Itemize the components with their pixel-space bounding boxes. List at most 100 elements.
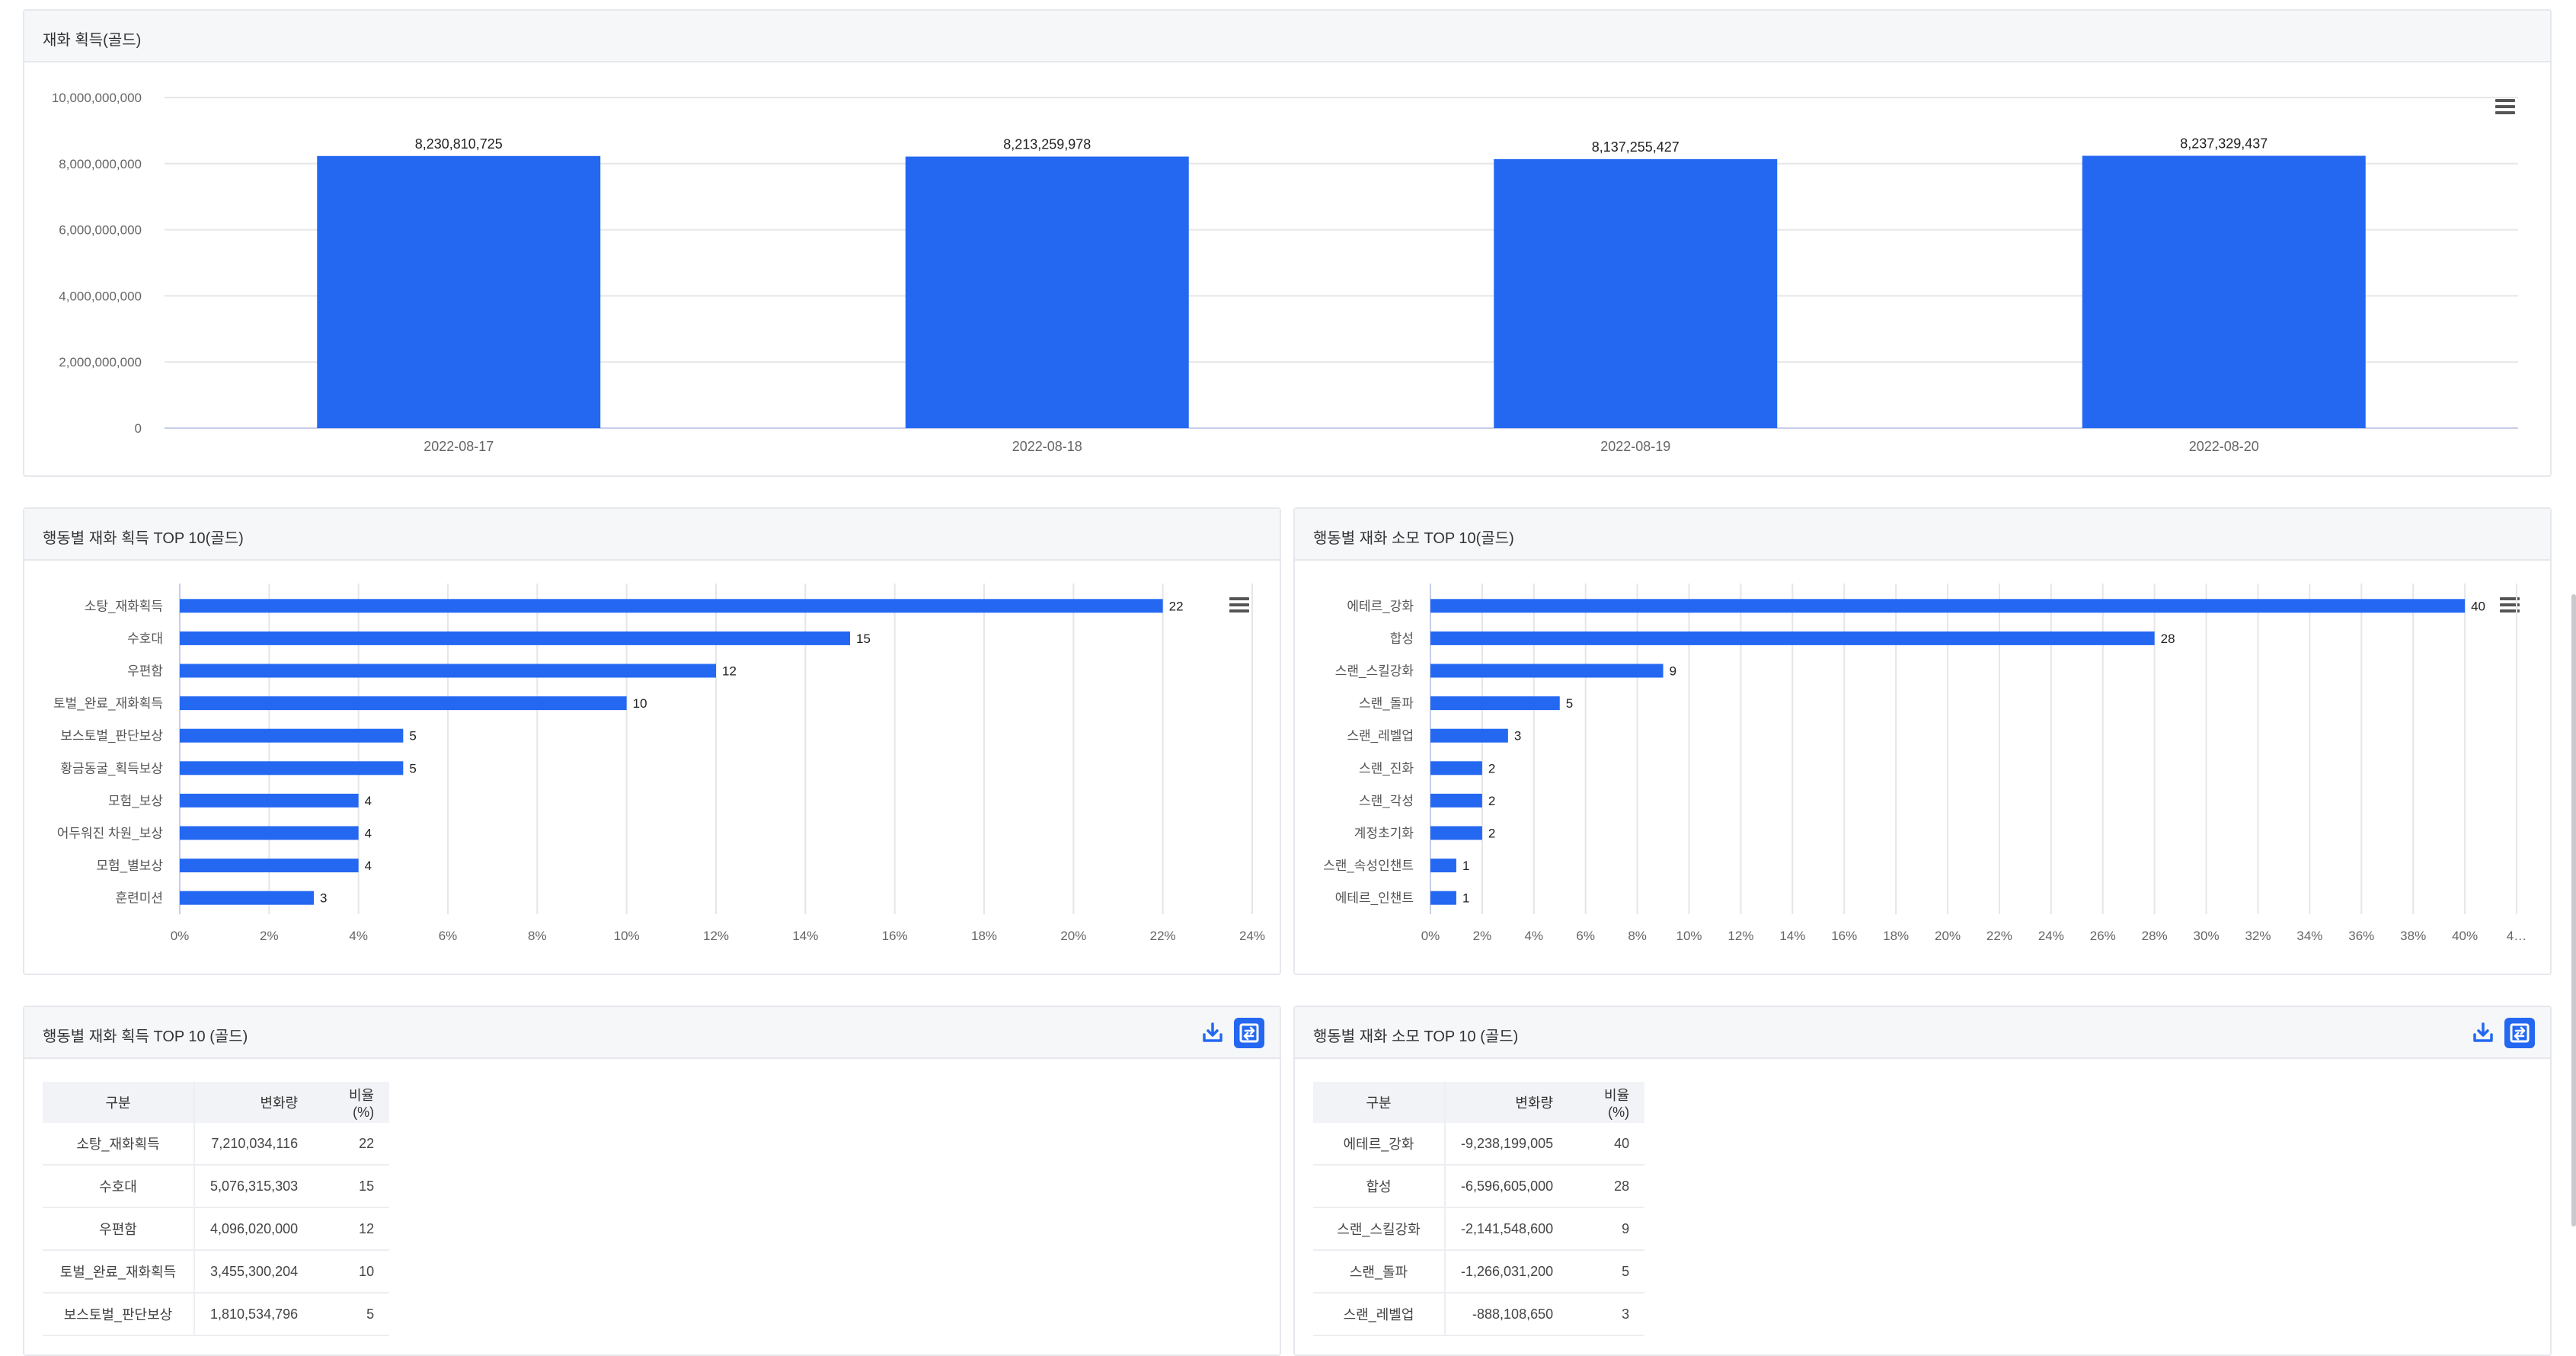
- bar: [1430, 761, 1482, 776]
- data-label: 5: [409, 761, 416, 776]
- panel-header: 행동별 재화 소모 TOP 10(골드): [1295, 509, 2550, 561]
- gain-table-panel: 행동별 재화 획득 TOP 10 (골드) 구분 변화량 비율(%) 소탕_재화…: [23, 1006, 1281, 1356]
- y-tick-label: 합성: [1390, 632, 1414, 646]
- data-label: 8,213,259,978: [1003, 137, 1091, 152]
- cell-ratio: 5: [313, 1293, 390, 1336]
- panel-title: 재화 획득(골드): [43, 32, 142, 49]
- bar: [1494, 158, 1778, 428]
- column-header[interactable]: 구분: [1313, 1082, 1446, 1123]
- download-icon[interactable]: [2468, 1018, 2498, 1048]
- panel-header: 재화 획득(골드): [24, 11, 2550, 62]
- column-header[interactable]: 비율(%): [313, 1082, 390, 1123]
- y-tick-label: 우편함: [127, 664, 163, 679]
- cell-amount: 5,076,315,303: [194, 1165, 314, 1208]
- x-tick-label: 14%: [1779, 929, 1805, 943]
- x-tick-label: 16%: [1831, 929, 1857, 943]
- table-row: 스랜_스킬강화 -2,141,548,600 9: [1313, 1207, 1645, 1251]
- table-row: 에테르_강화 -9,238,199,005 40: [1313, 1123, 1645, 1166]
- x-tick-label: 2%: [1473, 929, 1492, 943]
- cell-amount: 7,210,034,116: [194, 1123, 314, 1166]
- column-header[interactable]: 변화량: [194, 1082, 314, 1123]
- y-tick-label: 스랜_진화: [1359, 761, 1414, 776]
- data-label: 10: [633, 696, 647, 711]
- x-tick-label: 16%: [882, 929, 908, 943]
- table-row: 스랜_돌파 -1,266,031,200 5: [1313, 1250, 1645, 1294]
- cell-amount: 1,810,534,796: [194, 1293, 314, 1336]
- cell-category: 보스토벌_판단보상: [43, 1293, 195, 1336]
- switch-view-icon[interactable]: [1234, 1018, 1264, 1048]
- table-header-row: 구분 변화량 비율(%): [1313, 1082, 1645, 1123]
- cell-amount: -888,108,650: [1445, 1293, 1569, 1336]
- cell-ratio: 15: [313, 1165, 390, 1208]
- hamburger-menu-icon[interactable]: [1229, 597, 1249, 612]
- x-tick-label: 36%: [2348, 929, 2374, 943]
- cell-amount: -2,141,548,600: [1445, 1207, 1569, 1251]
- x-tick-label: 4%: [1525, 929, 1544, 943]
- x-tick-label: 4%: [349, 929, 368, 943]
- y-tick-label: 에테르_강화: [1347, 599, 1414, 613]
- y-tick-label: 스랜_돌파: [1359, 696, 1414, 711]
- cell-category: 수호대: [43, 1165, 195, 1208]
- data-label: 8,237,329,437: [2180, 136, 2268, 151]
- cell-amount: -1,266,031,200: [1445, 1250, 1569, 1294]
- data-label: 2: [1488, 794, 1495, 808]
- data-label: 5: [409, 729, 416, 744]
- cell-amount: 4,096,020,000: [194, 1207, 314, 1251]
- page-scrollbar[interactable]: [2571, 594, 2576, 1226]
- data-label: 2: [1488, 761, 1495, 776]
- bar: [180, 793, 359, 808]
- column-header[interactable]: 변화량: [1445, 1082, 1569, 1123]
- bar: [180, 631, 850, 645]
- y-tick-label: 토벌_완료_재화획득: [53, 696, 163, 711]
- x-tick-label: 0%: [171, 929, 190, 943]
- data-label: 4: [365, 794, 372, 808]
- panel-title: 행동별 재화 획득 TOP 10(골드): [43, 530, 244, 547]
- download-icon[interactable]: [1197, 1018, 1228, 1048]
- y-tick-label: 에테르_인챈트: [1335, 891, 1414, 906]
- x-tick-label: 24%: [2038, 929, 2064, 943]
- hamburger-menu-icon[interactable]: [2495, 99, 2515, 114]
- data-label: 15: [856, 632, 871, 646]
- bar: [1430, 826, 1482, 840]
- bar: [180, 761, 404, 776]
- table-row: 합성 -6,596,605,000 28: [1313, 1165, 1645, 1208]
- x-tick-label: 12%: [1727, 929, 1753, 943]
- spend-top10-panel: 행동별 재화 소모 TOP 10(골드) 0% 2% 4% 6% 8% 10% 12% 14%…: [1293, 507, 2552, 975]
- cell-category: 스랜_레벨업: [1313, 1293, 1446, 1336]
- panel-header: 행동별 재화 획득 TOP 10(골드): [24, 509, 1280, 561]
- bar: [180, 891, 314, 905]
- bar: [1430, 793, 1482, 808]
- data-label: 3: [320, 891, 327, 906]
- x-tick-label: 2022-08-20: [2189, 439, 2259, 454]
- bar: [180, 696, 627, 711]
- bar: [180, 599, 1163, 613]
- y-tick-label: 0: [135, 421, 142, 436]
- data-label: 3: [1514, 729, 1521, 744]
- y-tick-label: 스랜_각성: [1359, 794, 1414, 808]
- hamburger-menu-icon[interactable]: [2500, 597, 2520, 612]
- y-tick-label: 황금동굴_획득보상: [60, 761, 163, 776]
- x-tick-label: 18%: [971, 929, 997, 943]
- cell-amount: 3,455,300,204: [194, 1250, 314, 1294]
- y-tick-label: 스랜_스킬강화: [1335, 664, 1414, 679]
- bar: [1430, 891, 1456, 905]
- y-tick-label: 계정초기화: [1354, 827, 1414, 841]
- cell-category: 스랜_돌파: [1313, 1250, 1446, 1294]
- table-row: 소탕_재화획득 7,210,034,116 22: [43, 1123, 390, 1166]
- x-tick-label: 32%: [2245, 929, 2271, 943]
- switch-view-icon[interactable]: [2504, 1018, 2535, 1048]
- y-tick-label: 10,000,000,000: [52, 91, 142, 105]
- cell-category: 토벌_완료_재화획득: [43, 1250, 195, 1294]
- bar: [317, 155, 601, 428]
- bar: [180, 859, 359, 873]
- data-label: 40: [2471, 599, 2485, 613]
- bar: [905, 156, 1189, 428]
- column-header[interactable]: 구분: [43, 1082, 195, 1123]
- x-tick-label: 2%: [260, 929, 279, 943]
- y-tick-label: 훈련미션: [115, 891, 163, 906]
- gain-table: 구분 변화량 비율(%) 소탕_재화획득 7,210,034,116 22 수호대 5…: [43, 1082, 390, 1336]
- x-tick-label: 26%: [2090, 929, 2116, 943]
- column-header[interactable]: 비율(%): [1568, 1082, 1645, 1123]
- cell-amount: -6,596,605,000: [1445, 1165, 1569, 1208]
- cell-category: 합성: [1313, 1165, 1446, 1208]
